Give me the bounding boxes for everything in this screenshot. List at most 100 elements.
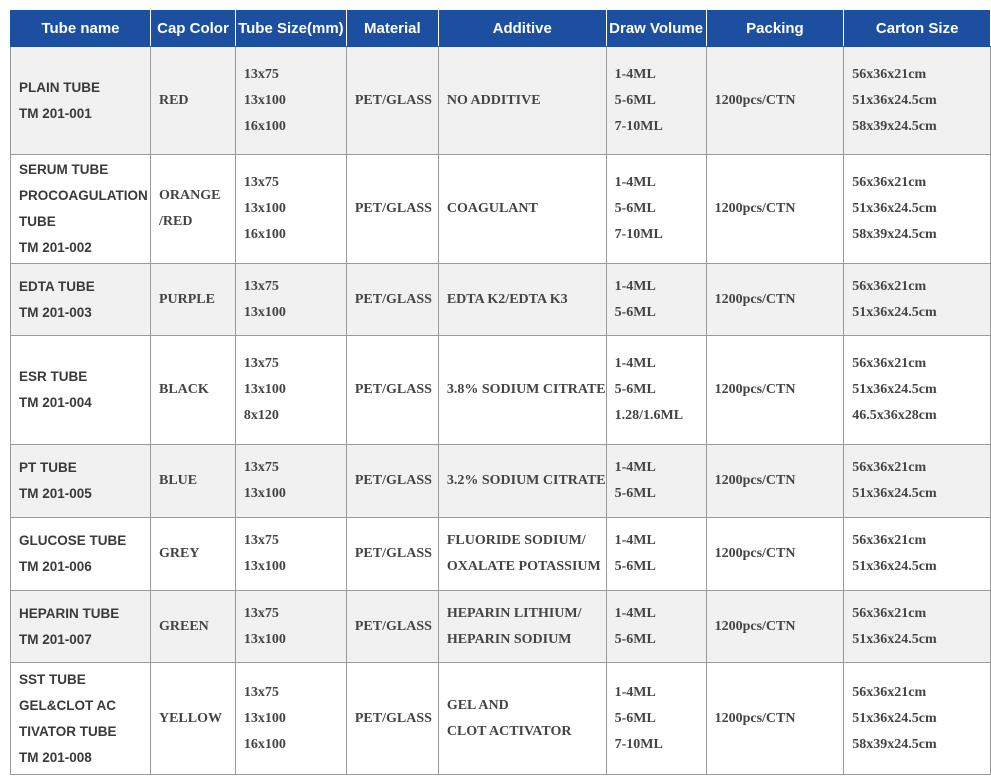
table-cell: 1200pcs/CTN xyxy=(705,154,845,264)
cell-line: PET/GLASS xyxy=(354,618,432,634)
cell-line: 1-4ML xyxy=(614,356,656,371)
cell-line: FLUORIDE SODIUM/ xyxy=(446,533,586,548)
header-cell: Cap Color xyxy=(149,10,236,47)
cell-line: GLUCOSE TUBE xyxy=(19,533,127,548)
table-cell: 56x36x21cm 51x36x24.5cm 58x39x24.5cm xyxy=(843,46,991,155)
table-cell: 13x75 13x100 8x120 xyxy=(234,335,347,445)
table-cell: 13x75 13x100 16x100 xyxy=(234,46,347,155)
cell-line: 58x39x24.5cm xyxy=(852,736,937,752)
cell-line: 46.5x36x28cm xyxy=(852,408,937,423)
cell-line: 1-4ML xyxy=(614,533,656,548)
cell-line: PLAIN TUBE xyxy=(19,79,100,95)
cell-line: 13x75 xyxy=(243,175,279,190)
table-cell: 13x75 13x100 16x100 xyxy=(234,662,347,775)
cell-line: HEPARIN LITHIUM/ xyxy=(446,605,582,621)
table-cell: 56x36x21cm 51x36x24.5cm xyxy=(843,263,991,336)
table-cell: 1-4ML 5-6ML 7-10ML xyxy=(605,154,707,264)
cell-line: 56x36x21cm xyxy=(852,175,927,190)
cell-line: TM 201-003 xyxy=(19,304,92,320)
cell-line: PET/GLASS xyxy=(354,546,432,561)
cell-line: 5-6ML xyxy=(614,559,656,574)
cell-line: PROCOAGULATION xyxy=(19,188,148,203)
table-cell: 13x75 13x100 16x100 xyxy=(234,154,347,264)
cell-line: 13x100 xyxy=(243,486,286,501)
cell-line: HEPARIN TUBE xyxy=(19,605,120,621)
cell-line: 13x75 xyxy=(243,356,279,371)
table-cell: SERUM TUBE PROCOAGULATION TUBE TM 201-002 xyxy=(10,154,151,264)
cell-line: EDTA K2/EDTA K3 xyxy=(446,291,568,307)
cell-line: 58x39x24.5cm xyxy=(852,227,937,242)
cell-line: TM 201-005 xyxy=(19,486,92,501)
table-cell: 56x36x21cm 51x36x24.5cm 58x39x24.5cm xyxy=(843,662,991,775)
table-cell: PET/GLASS xyxy=(345,335,439,445)
table-cell: ORANGE/RED xyxy=(149,154,236,264)
cell-line: 1200pcs/CTN xyxy=(714,291,796,307)
cell-line: OXALATE POTASSIUM xyxy=(446,559,601,574)
table-cell: 13x75 13x100 xyxy=(234,444,347,518)
cell-line: 8x120 xyxy=(243,408,279,423)
cell-line: 51x36x24.5cm xyxy=(852,201,937,216)
cell-line: 13x75 xyxy=(243,278,279,294)
cell-line: 1-4ML xyxy=(614,460,656,475)
cell-line: TM 201-001 xyxy=(19,105,92,121)
table-cell: 1-4ML 5-6ML xyxy=(605,444,707,518)
cell-line: 7-10ML xyxy=(614,118,663,134)
table-cell: 56x36x21cm 51x36x24.5cm xyxy=(843,517,991,591)
header-row: Tube name Cap Color Tube Size(mm) Material A… xyxy=(10,10,991,47)
cell-line: 5-6ML xyxy=(614,382,656,397)
cell-line: 51x36x24.5cm xyxy=(852,486,937,501)
table-cell: 1200pcs/CTN xyxy=(705,46,845,155)
cell-line: 1200pcs/CTN xyxy=(714,201,796,216)
table-cell: EDTA K2/EDTA K3 xyxy=(437,263,607,336)
table-cell: BLUE xyxy=(149,444,236,518)
header-cell: Tube Size(mm) xyxy=(234,10,347,47)
cell-line: PET/GLASS xyxy=(354,201,432,216)
table-cell: PET/GLASS xyxy=(345,263,439,336)
cell-line: HEPARIN SODIUM xyxy=(446,631,572,647)
table-row: EDTA TUBE TM 201-003 PURPLE 13x75 13x100 PET/… xyxy=(10,263,991,336)
table-row: PT TUBE TM 201-005 BLUE 13x75 13x100 PET/GLAS… xyxy=(10,444,991,518)
cell-line: NO ADDITIVE xyxy=(446,92,541,108)
table-cell: 1200pcs/CTN xyxy=(705,590,845,663)
table-cell: 1-4ML 5-6ML 7-10ML xyxy=(605,46,707,155)
cell-line: 51x36x24.5cm xyxy=(852,710,937,726)
cell-line: 1200pcs/CTN xyxy=(714,473,796,488)
cell-line: 56x36x21cm xyxy=(852,460,927,475)
cell-line: CLOT ACTIVATOR xyxy=(446,723,572,739)
cell-line: 13x100 xyxy=(243,382,286,397)
table-cell: 56x36x21cm 51x36x24.5cm 46.5x36x28cm xyxy=(843,335,991,445)
cell-line: 16x100 xyxy=(243,227,286,242)
table-cell: GLUCOSE TUBE TM 201-006 xyxy=(10,517,151,591)
cell-line: 13x75 xyxy=(243,66,279,82)
cell-line: 1200pcs/CTN xyxy=(714,546,796,561)
cell-line: 5-6ML xyxy=(614,92,656,108)
cell-line: 13x100 xyxy=(243,710,286,726)
header-cell: Material xyxy=(345,10,439,47)
cell-line: 13x75 xyxy=(243,684,279,700)
cell-line: PURPLE xyxy=(158,291,215,307)
table-cell: PLAIN TUBE TM 201-001 xyxy=(10,46,151,155)
cell-line: 1-4ML xyxy=(614,175,656,190)
cell-line: 16x100 xyxy=(243,736,286,752)
cell-line: EDTA TUBE xyxy=(19,278,95,294)
table-cell: BLACK xyxy=(149,335,236,445)
cell-line: 1200pcs/CTN xyxy=(714,710,796,726)
table-cell: 3.8% SODIUM CITRATE xyxy=(437,335,607,445)
cell-line: 5-6ML xyxy=(614,631,656,647)
header-cell: Draw Volume xyxy=(605,10,707,47)
table-cell: 13x75 13x100 xyxy=(234,517,347,591)
cell-line: 5-6ML xyxy=(614,304,656,320)
cell-line: 5-6ML xyxy=(614,486,656,501)
cell-line: 1-4ML xyxy=(614,605,656,621)
table-cell: HEPARIN TUBE TM 201-007 xyxy=(10,590,151,663)
cell-line: 13x75 xyxy=(243,605,279,621)
cell-line: 51x36x24.5cm xyxy=(852,382,937,397)
cell-line: 5-6ML xyxy=(614,710,656,726)
table-cell: PET/GLASS xyxy=(345,154,439,264)
table-cell: 1200pcs/CTN xyxy=(705,335,845,445)
table-cell: 1200pcs/CTN xyxy=(705,263,845,336)
table-cell: FLUORIDE SODIUM/OXALATE POTASSIUM xyxy=(437,517,607,591)
table-cell: 1200pcs/CTN xyxy=(705,662,845,775)
table-cell: 13x75 13x100 xyxy=(234,590,347,663)
cell-line: 13x100 xyxy=(243,559,286,574)
